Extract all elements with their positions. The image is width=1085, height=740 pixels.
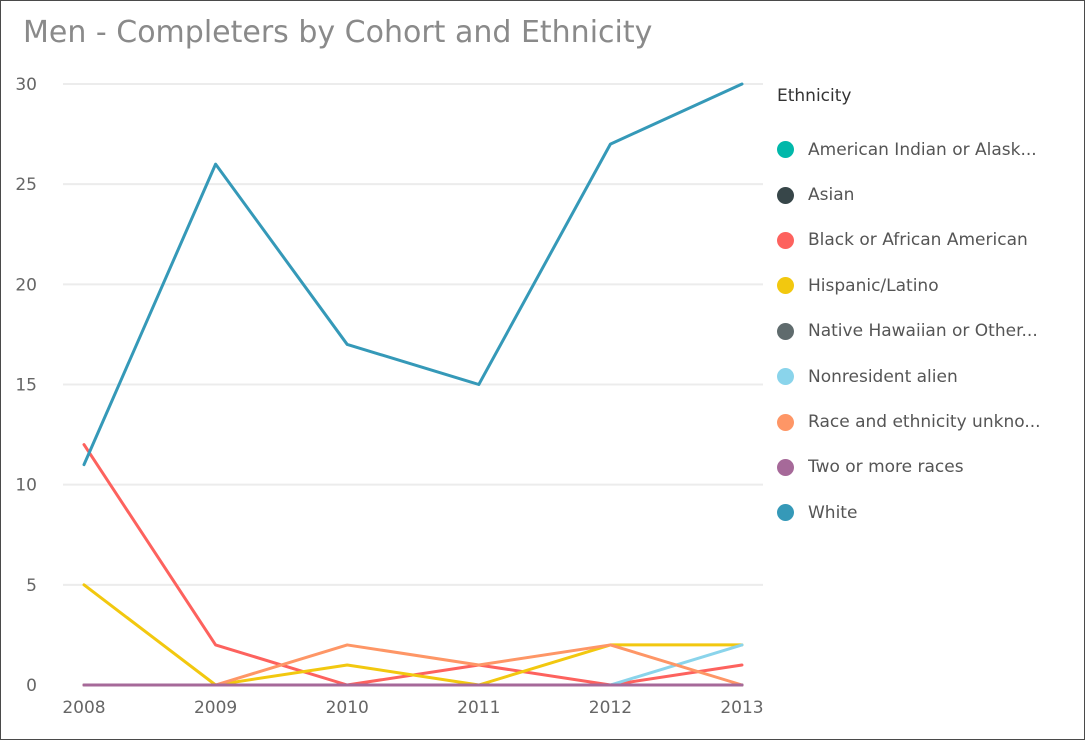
- x-tick-label-2013: 2013: [720, 698, 763, 718]
- legend-item-0[interactable]: American Indian or Alask...: [777, 127, 1077, 172]
- legend-dot-icon: [777, 368, 794, 386]
- legend-label: Race and ethnicity unkno...: [808, 412, 1041, 433]
- legend-dot-icon: [777, 186, 794, 204]
- y-tick-label-20: 20: [15, 275, 37, 295]
- x-tick-label-2009: 2009: [194, 698, 237, 718]
- legend-item-6[interactable]: Race and ethnicity unkno...: [777, 399, 1077, 444]
- y-tick-label-15: 15: [15, 376, 37, 396]
- series-line-8[interactable]: [82, 82, 744, 467]
- legend-dot-icon: [777, 231, 794, 249]
- legend-label: Hispanic/Latino: [808, 275, 939, 296]
- legend-items: American Indian or Alask... Asian Black or…: [777, 127, 1077, 536]
- y-tick-label-5: 5: [26, 576, 37, 596]
- legend-item-8[interactable]: White: [777, 490, 1077, 535]
- legend-label: Asian: [808, 185, 855, 206]
- x-tick-label-2011: 2011: [457, 698, 500, 718]
- chart-title: Men - Completers by Cohort and Ethnicity: [23, 15, 653, 50]
- legend-label: Two or more races: [808, 457, 964, 478]
- legend-label: American Indian or Alask...: [808, 139, 1037, 160]
- legend-dot-icon: [777, 504, 794, 522]
- series-line-3[interactable]: [82, 583, 744, 687]
- legend-dot-icon: [777, 277, 794, 295]
- legend-item-3[interactable]: Hispanic/Latino: [777, 263, 1077, 308]
- legend-dot-icon: [777, 322, 794, 340]
- y-tick-label-10: 10: [15, 476, 37, 496]
- y-tick-label-25: 25: [15, 175, 37, 195]
- series-line-2[interactable]: [82, 443, 744, 687]
- legend-label: Nonresident alien: [808, 366, 958, 387]
- x-tick-label-2010: 2010: [326, 698, 369, 718]
- legend-item-5[interactable]: Nonresident alien: [777, 354, 1077, 399]
- x-tick-label-2012: 2012: [589, 698, 632, 718]
- legend-title: Ethnicity: [777, 86, 852, 106]
- legend-dot-icon: [777, 413, 794, 431]
- x-tick-label-2008: 2008: [62, 698, 105, 718]
- legend-label: Black or African American: [808, 230, 1028, 251]
- legend-dot-icon: [777, 141, 794, 159]
- legend-dot-icon: [777, 458, 794, 476]
- legend-item-1[interactable]: Asian: [777, 172, 1077, 217]
- y-tick-label-0: 0: [26, 676, 37, 696]
- legend-item-7[interactable]: Two or more races: [777, 445, 1077, 490]
- legend-label: Native Hawaiian or Other...: [808, 321, 1038, 342]
- legend-item-2[interactable]: Black or African American: [777, 218, 1077, 263]
- y-tick-label-30: 30: [15, 75, 37, 95]
- legend-item-4[interactable]: Native Hawaiian or Other...: [777, 309, 1077, 354]
- legend-label: White: [808, 502, 858, 523]
- legend: Ethnicity American Indian or Alask... Asi…: [777, 83, 1077, 536]
